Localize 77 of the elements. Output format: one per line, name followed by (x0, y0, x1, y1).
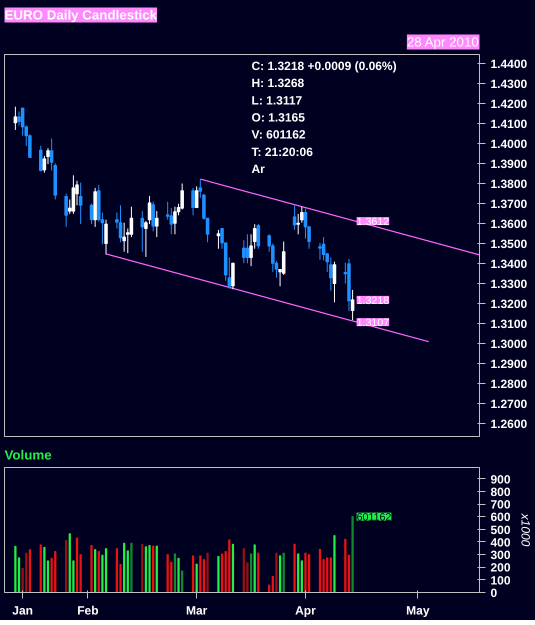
y-tick-label: 1.3300 (490, 277, 528, 291)
y-tick-label: 1.4000 (490, 137, 528, 151)
candlestick (296, 213, 300, 235)
y-tick-label: 1.4100 (490, 117, 528, 131)
chart-title: EURO Daily Candlestick (4, 8, 158, 22)
y-tick-label: 500 (490, 522, 511, 537)
x-tick-label: May (406, 604, 430, 618)
y-tick-label: 400 (490, 535, 511, 550)
y-tick-label: 300 (490, 548, 511, 562)
y-tick-label: 0 (490, 586, 498, 600)
y-tick-label: 1.2900 (490, 357, 528, 371)
candlestick (14, 106, 18, 130)
candlestick (292, 204, 296, 230)
annotation: 601162 (356, 512, 392, 524)
y-tick-label: 1.3700 (490, 197, 528, 211)
candlestick (104, 219, 108, 255)
candlestick (118, 204, 122, 243)
x-tick-label: Jan (12, 604, 33, 618)
y-tick-label: 800 (490, 484, 511, 499)
annotation: H: 1.3268 (252, 76, 305, 90)
y-tick-label: 1.2600 (490, 417, 528, 431)
chart-title: Volume (4, 448, 52, 462)
candlestick (173, 206, 177, 235)
candlestick (148, 195, 152, 225)
candlestick (329, 257, 333, 292)
annotation: Ar (252, 162, 266, 176)
candlestick (17, 111, 21, 126)
candlestick (194, 186, 198, 209)
annotation: C: 1.3218 +0.0009 (0.06%) (252, 58, 397, 73)
candlestick (140, 210, 144, 252)
annotation: T: 21:20:06 (252, 144, 314, 159)
y-axis-title: x1000 (518, 512, 533, 547)
candlestick (242, 240, 246, 264)
y-tick-label: 1.4400 (490, 57, 528, 71)
chart-subtitle: 28 Apr 2010 (406, 34, 479, 50)
candlestick (256, 224, 260, 250)
candlestick (38, 145, 43, 172)
candlestick (191, 187, 195, 216)
candlestick (231, 262, 235, 290)
annotation: 1.3107 (356, 317, 390, 330)
y-tick-label: 900 (490, 472, 511, 486)
candlestick (78, 182, 82, 225)
candlestick (216, 229, 220, 250)
y-tick-label: 1.3100 (490, 317, 528, 331)
y-tick-label: 200 (490, 560, 511, 575)
y-tick-label: 600 (490, 510, 511, 524)
y-tick-label: 1.3500 (490, 237, 528, 251)
annotation: 1.3612 (356, 216, 390, 228)
candlestick (90, 203, 94, 225)
candlestick (318, 242, 322, 260)
y-tick-label: 1.3900 (490, 157, 528, 171)
y-tick-label: 1.4200 (490, 97, 528, 111)
x-tick-label: Apr (295, 604, 316, 618)
x-tick-label: Mar (186, 604, 208, 618)
y-tick-label: 100 (490, 573, 511, 588)
y-tick-label: 1.3400 (490, 257, 528, 271)
annotation: V: 601162 (252, 128, 306, 142)
annotation: O: 1.3165 (252, 110, 306, 125)
candlestick (332, 261, 336, 303)
candlestick (122, 222, 126, 252)
candlestick (64, 193, 68, 228)
y-tick-label: 1.3000 (490, 337, 528, 351)
candlestick (246, 234, 250, 264)
y-tick-label: 1.3800 (490, 177, 528, 191)
annotation: L: 1.3117 (252, 93, 303, 108)
y-tick-label: 700 (490, 498, 511, 512)
candlestick (151, 201, 155, 232)
candlestick (155, 210, 159, 238)
y-tick-label: 1.2800 (490, 377, 528, 391)
y-tick-label: 1.3600 (490, 217, 528, 231)
candlestick (72, 174, 76, 214)
y-tick-label: 1.4300 (490, 77, 528, 91)
candlestick (350, 289, 354, 321)
annotation: 1.3218 (356, 294, 390, 307)
x-tick-label: Feb (77, 604, 99, 618)
y-tick-label: 1.2700 (490, 397, 528, 411)
y-tick-label: 1.3200 (490, 297, 528, 311)
